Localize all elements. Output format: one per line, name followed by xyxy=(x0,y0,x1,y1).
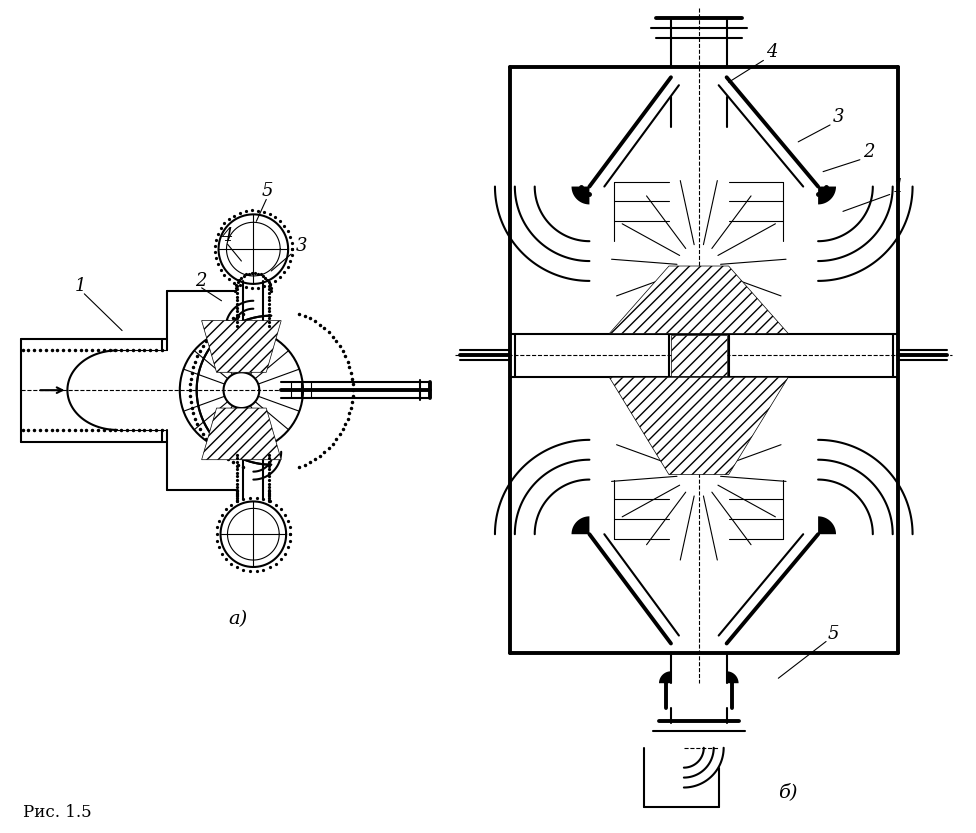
Polygon shape xyxy=(727,671,739,683)
Text: 1: 1 xyxy=(893,177,904,196)
Text: Рис. 1.5: Рис. 1.5 xyxy=(22,805,92,821)
Polygon shape xyxy=(202,408,281,460)
Text: 4: 4 xyxy=(222,227,233,245)
Polygon shape xyxy=(609,266,789,333)
Text: 3: 3 xyxy=(296,237,307,255)
Text: 2: 2 xyxy=(863,142,874,161)
Text: 5: 5 xyxy=(262,182,273,201)
Polygon shape xyxy=(572,187,590,204)
Text: 4: 4 xyxy=(766,43,778,62)
Text: 1: 1 xyxy=(74,277,86,295)
Polygon shape xyxy=(202,321,281,372)
Text: б): б) xyxy=(778,784,797,801)
Polygon shape xyxy=(572,516,590,534)
Text: 2: 2 xyxy=(194,272,206,290)
Polygon shape xyxy=(609,377,789,475)
Text: a): a) xyxy=(228,610,248,627)
Polygon shape xyxy=(659,671,671,683)
Bar xyxy=(671,335,727,377)
Polygon shape xyxy=(818,516,836,534)
Text: 5: 5 xyxy=(828,625,839,642)
Text: 3: 3 xyxy=(834,108,844,126)
Polygon shape xyxy=(818,187,836,204)
